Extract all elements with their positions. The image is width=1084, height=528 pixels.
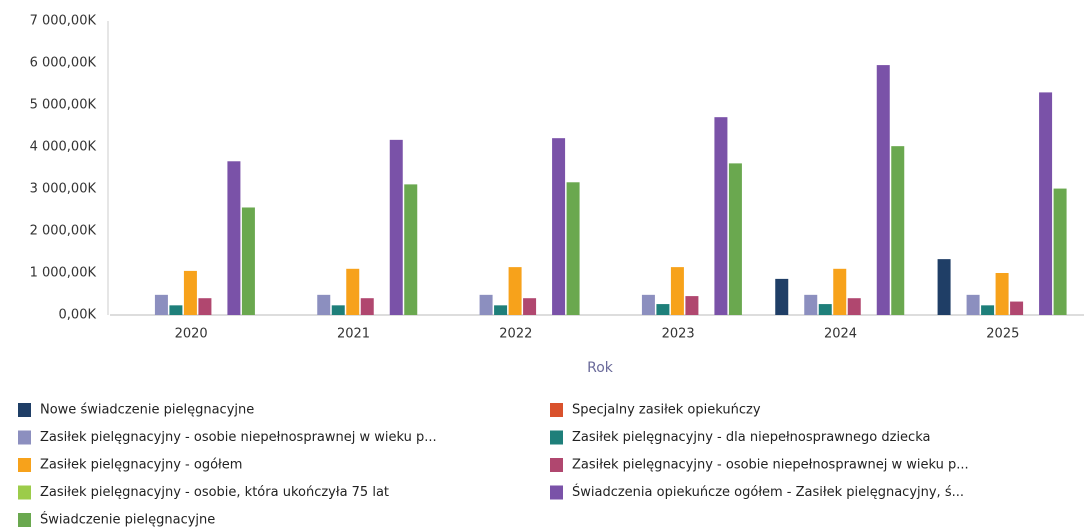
bar [389, 139, 403, 315]
bar [728, 163, 742, 315]
legend-label: Świadczenie pielęgnacyjne [40, 512, 215, 528]
x-tick-label: 2020 [175, 327, 208, 342]
legend-label: Zasiłek pielęgnacyjny - ogółem [40, 458, 242, 473]
y-tick-label: 4 000,00K [30, 140, 97, 155]
y-tick-label: 6 000,00K [30, 56, 97, 71]
legend-swatch [550, 403, 563, 417]
bar [154, 294, 168, 315]
x-tick-label: 2025 [986, 327, 1019, 342]
legend-swatch [550, 430, 563, 445]
y-tick-label: 1 000,00K [30, 266, 97, 281]
bar [656, 304, 670, 315]
bar [714, 117, 728, 316]
legend-label: Specjalny zasiłek opiekuńczy [572, 403, 761, 418]
bar [169, 305, 183, 315]
legend-label: Zasiłek pielęgnacyjny - osobie niepełnos… [572, 458, 969, 473]
bar [1010, 301, 1024, 315]
x-tick-label: 2024 [824, 327, 857, 342]
legend-label: Zasiłek pielęgnacyjny - osobie niepełnos… [40, 430, 437, 445]
bar [847, 298, 861, 315]
legend-swatch [18, 403, 31, 417]
legend-label: Zasiłek pielęgnacyjny - osobie, która uk… [40, 485, 389, 500]
legend-swatch [550, 485, 563, 500]
bar [1039, 92, 1053, 316]
bar [552, 138, 566, 315]
y-tick-label: 7 000,00K [30, 14, 97, 29]
bar [981, 305, 995, 315]
legend-swatch [18, 458, 31, 472]
bar [937, 259, 951, 315]
bar [818, 304, 832, 315]
bar [479, 294, 493, 315]
bar [227, 161, 241, 315]
bar [876, 65, 890, 315]
y-tick-label: 0,00K [59, 308, 97, 323]
bar [508, 267, 522, 315]
bar [346, 268, 360, 315]
bar [331, 305, 345, 315]
x-tick-label: 2023 [662, 327, 695, 342]
legend-label: Nowe świadczenie pielęgnacyjne [40, 403, 254, 418]
x-tick-label: 2022 [499, 327, 532, 342]
bar [670, 267, 684, 315]
x-axis-label: Rok [587, 360, 614, 376]
bar [404, 184, 418, 315]
bar [804, 294, 818, 315]
legend-label: Świadczenia opiekuńcze ogółem - Zasiłek … [572, 484, 964, 500]
bar [566, 182, 580, 315]
legend-swatch [18, 485, 31, 500]
bar [317, 294, 331, 315]
legend-swatch [18, 513, 31, 527]
legend-swatch [18, 430, 31, 445]
legend-swatch [550, 458, 563, 472]
bar [183, 270, 197, 315]
x-tick-label: 2021 [337, 327, 370, 342]
legend-label: Zasiłek pielęgnacyjny - dla niepełnospra… [572, 430, 930, 445]
y-tick-label: 2 000,00K [30, 224, 97, 239]
bar [833, 268, 847, 315]
bar [523, 298, 537, 315]
bar [1053, 188, 1067, 315]
bar [891, 146, 905, 315]
y-tick-label: 5 000,00K [30, 98, 97, 113]
bar [775, 278, 789, 315]
bar [198, 298, 212, 315]
bar [241, 207, 255, 315]
bar [966, 294, 980, 315]
bar [685, 296, 699, 315]
bar [995, 273, 1009, 315]
bar [494, 305, 508, 315]
bar [360, 298, 374, 315]
y-tick-label: 3 000,00K [30, 182, 97, 197]
bar [641, 294, 655, 315]
